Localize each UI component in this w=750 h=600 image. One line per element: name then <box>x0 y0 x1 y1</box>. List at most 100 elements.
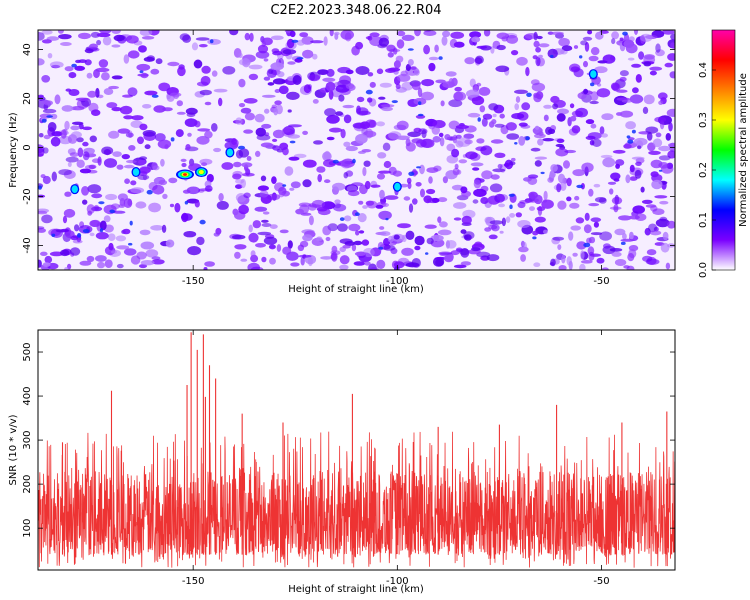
spectrogram-cell <box>302 130 308 135</box>
spectrogram-cell <box>382 142 391 151</box>
spectrogram-cell <box>646 249 657 256</box>
colorbar-tick-label: 0.2 <box>698 162 709 178</box>
spectrogram-cell <box>317 174 323 183</box>
spectrogram-cell <box>609 248 623 252</box>
spectrogram-cell <box>60 228 70 233</box>
spectrogram-cell <box>446 143 456 152</box>
spectrogram-cell <box>316 166 326 173</box>
spectrogram-cell <box>588 188 594 197</box>
spectrogram-cell <box>129 220 133 226</box>
spectrogram-cell <box>261 256 267 263</box>
spectrogram-cell <box>81 186 90 196</box>
spectrogram-cell <box>108 130 120 139</box>
spectrogram-cell <box>365 128 374 139</box>
spectrogram-cell <box>395 55 404 63</box>
spectrogram-cell <box>558 37 570 47</box>
spectrogram-cell <box>627 57 635 61</box>
spectrogram-cell <box>204 101 212 106</box>
spectrogram-cell <box>534 125 540 130</box>
spectrogram-cell <box>648 223 658 233</box>
spectrogram-cell <box>649 66 663 71</box>
spectrogram-cell <box>598 197 607 204</box>
spectrogram-cell <box>658 155 671 161</box>
spectrogram-cell <box>488 234 498 240</box>
snr-y-label: SNR (10 * v/v) <box>8 414 19 485</box>
spectrogram-cell <box>326 68 335 77</box>
spectrogram-cell <box>434 256 447 260</box>
spectrogram-cell <box>629 164 635 173</box>
spectrogram-cell <box>136 251 147 260</box>
spectrogram-cell <box>515 212 522 218</box>
spectrogram-cell <box>369 267 379 270</box>
spectrogram-cell <box>488 103 499 111</box>
spectrogram-cell <box>438 251 453 255</box>
spectrogram-cell <box>430 234 444 242</box>
spectrogram-cell <box>194 200 200 208</box>
spectrogram-cell <box>426 188 436 195</box>
spectrogram-cell <box>588 203 600 207</box>
spectrogram-cell <box>393 234 400 240</box>
spectrogram-cell <box>153 105 166 113</box>
spectrogram-cell <box>308 215 314 226</box>
spectrogram-cell <box>309 204 322 208</box>
spectrogram-cell <box>376 259 386 269</box>
spectrogram-cell <box>95 255 107 262</box>
spectrogram-cell <box>420 91 434 101</box>
spectrogram-cell <box>590 232 603 236</box>
spectrogram-cell <box>386 44 396 52</box>
spectrogram-cell <box>376 173 386 180</box>
spectrogram-cell <box>396 120 409 131</box>
spectrogram-cell <box>123 198 133 209</box>
spectrogram-cell <box>58 169 72 176</box>
spectrogram-cell <box>101 72 110 81</box>
spectrogram-cell <box>103 215 111 223</box>
y-tick-label: 100 <box>22 519 33 538</box>
spectrogram-cell <box>575 217 585 224</box>
spectrogram-cell <box>335 111 344 116</box>
spectrogram-cell <box>588 251 595 261</box>
spectrogram-cell <box>645 258 660 265</box>
spectrogram-cell <box>509 204 513 210</box>
x-tick-label: -150 <box>182 276 205 287</box>
spectrogram-cell <box>476 45 488 49</box>
spectrogram-cell <box>566 177 572 187</box>
spectrogram-cell <box>667 53 675 61</box>
spectrogram-cell <box>76 137 84 143</box>
spectrogram-cell <box>533 92 540 99</box>
spectrogram-cell <box>490 139 504 144</box>
spectrogram-cell <box>65 88 72 92</box>
spectrogram-cell <box>320 256 333 260</box>
spectrogram-cell <box>532 55 538 60</box>
spectrogram-cell <box>162 193 168 199</box>
spectrogram-cell <box>272 50 283 56</box>
spectrogram-cell <box>272 78 286 85</box>
spectrogram-cell <box>273 107 279 116</box>
spectrogram-cell <box>407 48 414 51</box>
spectrogram-cell <box>238 148 250 158</box>
spectrogram-cell <box>312 53 318 60</box>
y-tick-label: 40 <box>22 43 33 56</box>
spectrogram-cell <box>426 237 434 245</box>
spectrogram-cell <box>103 88 114 95</box>
spectrogram-cell <box>42 108 57 114</box>
spectrogram-cell <box>115 235 127 242</box>
spectrogram-cell <box>477 117 481 122</box>
spectrogram-cell <box>428 176 433 184</box>
spectrogram-cell <box>614 259 627 266</box>
spectrogram-cell <box>151 94 159 98</box>
spectrogram-cell <box>452 167 460 176</box>
spectrogram-cell <box>556 113 566 122</box>
spectrogram-cell <box>367 72 374 77</box>
spectrogram-cell <box>272 145 281 151</box>
spectrogram-cell <box>257 231 272 236</box>
spectrogram-cell <box>123 164 135 169</box>
spectrogram-cell <box>51 131 63 137</box>
spectrogram-cell <box>282 49 297 55</box>
spectrogram-cell <box>295 208 304 215</box>
spectrogram-cell <box>550 54 554 58</box>
spectrogram-cell <box>260 175 267 182</box>
spectrogram-cell <box>444 254 454 263</box>
spectrogram-cell <box>655 132 662 138</box>
spectrogram-cell <box>592 138 602 147</box>
spectrogram-cell <box>580 250 585 260</box>
